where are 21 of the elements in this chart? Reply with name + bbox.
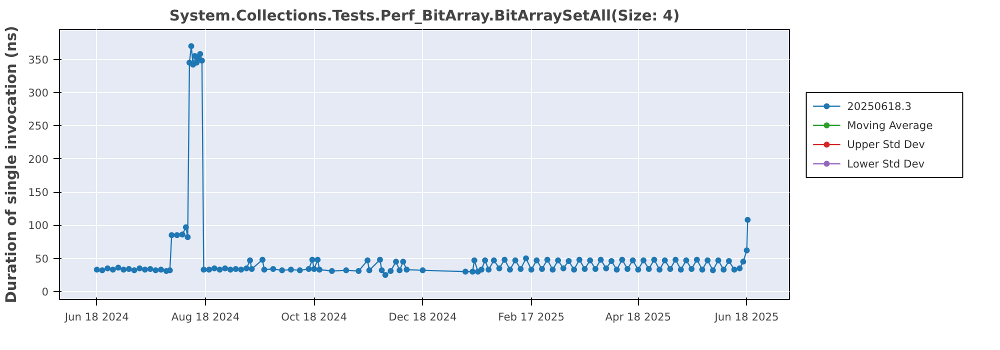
x-tick-label: Jun 18 2024 (64, 310, 130, 324)
chart-title: System.Collections.Tests.Perf_BitArray.BitArraySetAll(Size: 4) (169, 8, 680, 24)
y-tick-label: 150 (28, 186, 49, 200)
legend-label: Moving Average (847, 118, 933, 132)
y-tick-label: 250 (28, 120, 49, 133)
legend-label: Upper Std Dev (847, 138, 925, 152)
y-tick-label: 350 (28, 53, 49, 66)
x-tick-label: Oct 18 2024 (281, 310, 348, 324)
x-tick-label: Jun 18 2025 (714, 310, 779, 324)
y-tick-label: 50 (34, 252, 49, 266)
x-tick-label: Dec 18 2024 (388, 310, 457, 324)
x-tick-label: Aug 18 2024 (171, 310, 240, 324)
x-tick-label: Apr 18 2025 (605, 310, 672, 324)
y-axis-title: Duration of single invocation (ns) (3, 26, 20, 304)
legend-label: 20250618.3 (847, 100, 912, 114)
legend-label: Lower Std Dev (847, 157, 925, 170)
y-tick-label: 100 (28, 219, 49, 232)
x-tick-label: Feb 17 2025 (498, 310, 564, 324)
y-tick-label: 200 (28, 152, 49, 166)
y-tick-label: 0 (42, 286, 49, 299)
y-tick-label: 300 (28, 86, 49, 100)
